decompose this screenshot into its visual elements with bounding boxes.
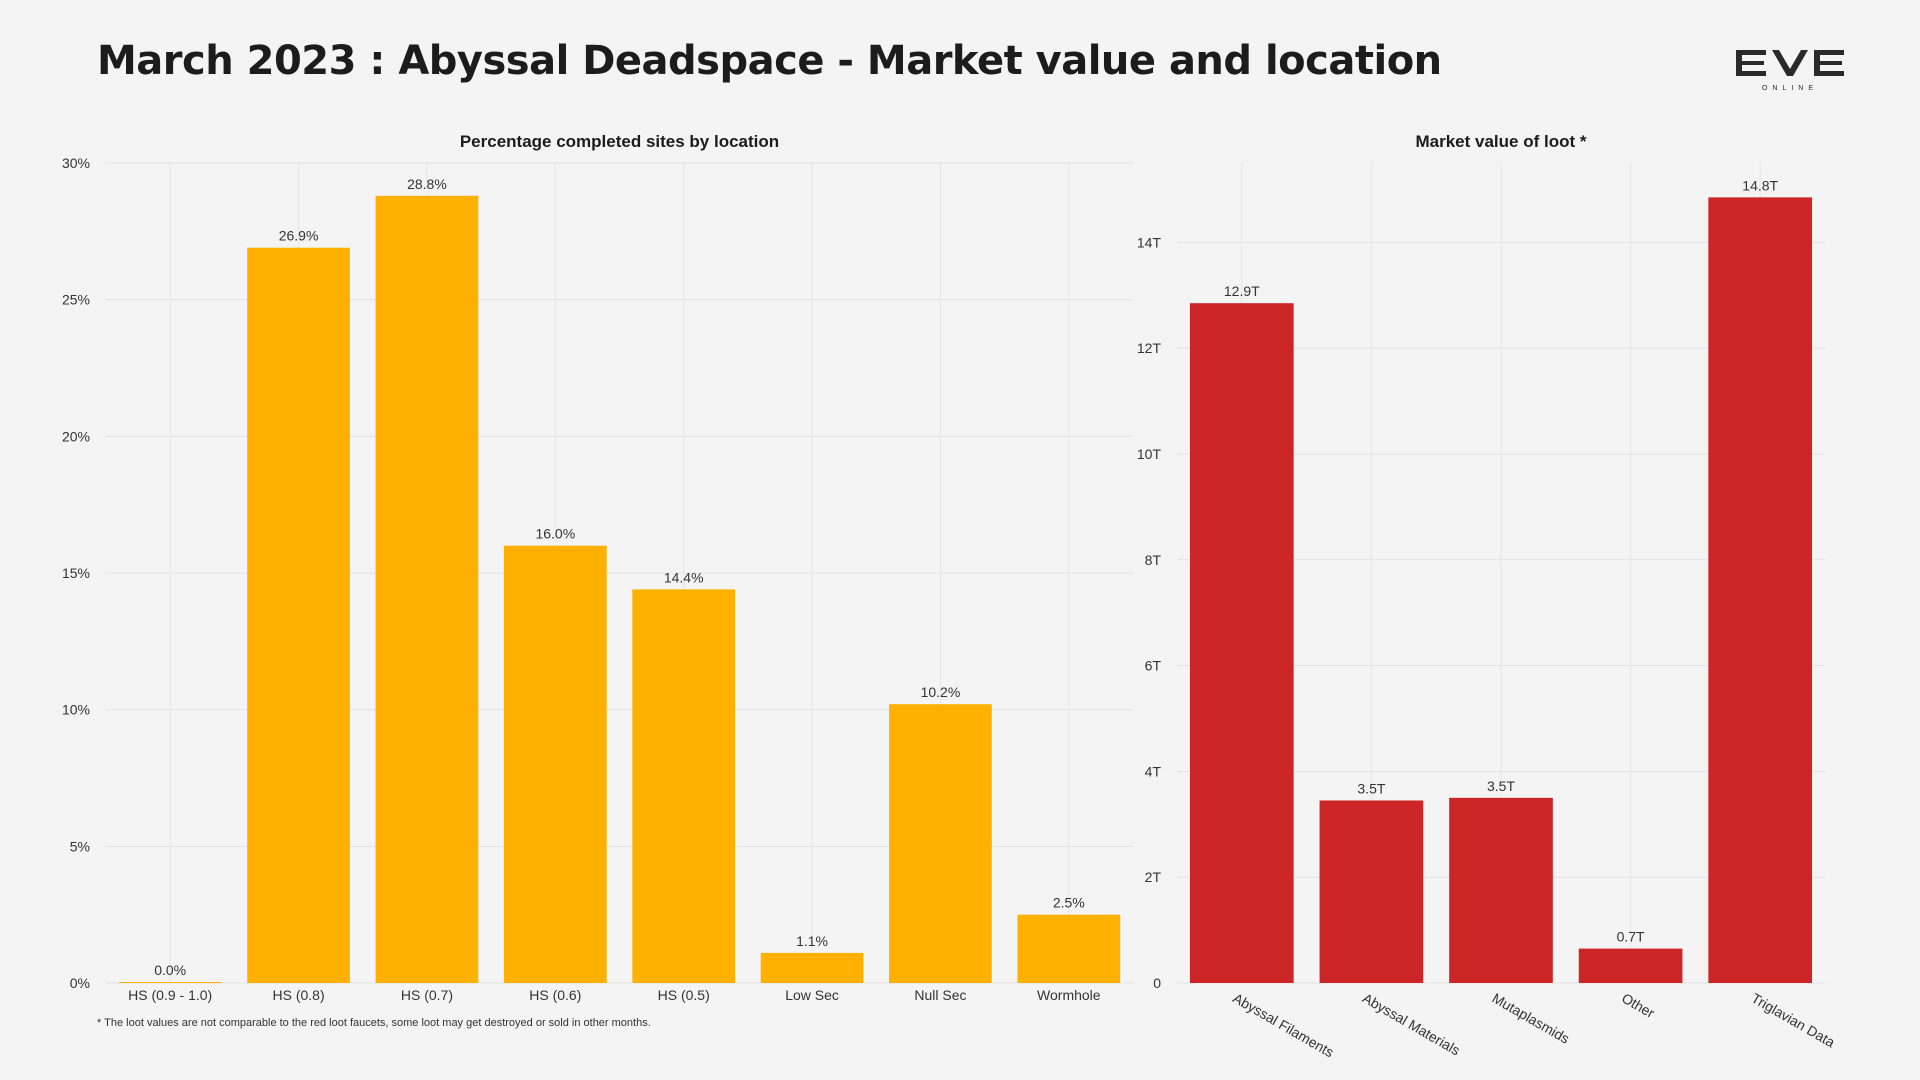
loot-xtick-label: Abyssal Materials: [1360, 990, 1463, 1059]
loot-bar: [1449, 797, 1553, 983]
loot-bar: [1189, 303, 1294, 983]
location-xtick-label: Low Sec: [785, 987, 839, 1003]
location-ytick-label: 20%: [62, 428, 90, 444]
location-xtick-label: HS (0.8): [273, 987, 325, 1003]
loot-ytick-label: 4T: [1145, 763, 1162, 779]
loot-value-label: 0.7T: [1617, 929, 1645, 945]
loot-bar: [1578, 948, 1683, 983]
location-value-label: 16.0%: [535, 526, 575, 542]
location-ytick-label: 10%: [62, 702, 90, 718]
loot-ytick-label: 0: [1153, 975, 1161, 991]
loot-ytick-label: 8T: [1145, 552, 1162, 568]
loot-value-label: 3.5T: [1487, 778, 1515, 794]
location-ytick-label: 30%: [62, 155, 90, 171]
location-bar: [375, 195, 479, 984]
location-xtick-label: HS (0.9 - 1.0): [128, 987, 212, 1003]
location-bar: [503, 545, 607, 983]
location-chart-title: Percentage completed sites by location: [460, 132, 779, 151]
footnote: * The loot values are not comparable to …: [97, 1017, 651, 1029]
location-bar: [632, 589, 736, 983]
loot-ytick-label: 14T: [1137, 234, 1162, 250]
location-xtick-label: HS (0.6): [529, 987, 581, 1003]
loot-ytick-label: 12T: [1137, 340, 1162, 356]
location-value-label: 2.5%: [1053, 895, 1085, 911]
location-value-label: 0.0%: [154, 962, 186, 978]
eve-online-logo: ONLINE: [1736, 50, 1844, 92]
location-ytick-label: 15%: [62, 565, 90, 581]
loot-ytick-label: 2T: [1145, 869, 1162, 885]
location-value-label: 26.9%: [279, 228, 319, 244]
location-value-label: 1.1%: [796, 933, 828, 949]
location-xtick-label: HS (0.5): [658, 987, 710, 1003]
location-ytick-label: 5%: [70, 838, 90, 854]
location-bar: [118, 982, 222, 983]
loot-value-label: 14.8T: [1742, 177, 1778, 193]
location-value-label: 14.4%: [664, 569, 704, 585]
location-ytick-label: 25%: [62, 292, 90, 308]
loot-value-label: 12.9T: [1224, 283, 1260, 299]
loot-xtick-label: Other: [1619, 990, 1658, 1022]
loot-ytick-label: 6T: [1145, 658, 1162, 674]
location-bar: [760, 952, 864, 983]
location-value-label: 28.8%: [407, 176, 447, 192]
loot-bar: [1708, 197, 1813, 984]
loot-xtick-label: Triglavian Data: [1749, 990, 1838, 1051]
loot-bar: [1319, 800, 1424, 983]
location-xtick-label: Wormhole: [1037, 987, 1101, 1003]
loot-value-label: 3.5T: [1357, 780, 1385, 796]
location-bar: [247, 247, 350, 983]
location-bar: [889, 704, 992, 983]
loot-xtick-label: Abyssal Filaments: [1230, 990, 1336, 1061]
logo-subtext: ONLINE: [1762, 85, 1818, 92]
page-title: March 2023 : Abyssal Deadspace - Market …: [97, 38, 1442, 84]
location-xtick-label: Null Sec: [914, 987, 966, 1003]
location-xtick-label: HS (0.7): [401, 987, 453, 1003]
loot-chart-title: Market value of loot *: [1416, 132, 1587, 151]
location-value-label: 10.2%: [921, 684, 961, 700]
location-bar: [1017, 914, 1121, 983]
loot-ytick-label: 10T: [1137, 446, 1162, 462]
location-ytick-label: 0%: [70, 975, 90, 991]
loot-xtick-label: Mutaplasmids: [1490, 990, 1573, 1047]
